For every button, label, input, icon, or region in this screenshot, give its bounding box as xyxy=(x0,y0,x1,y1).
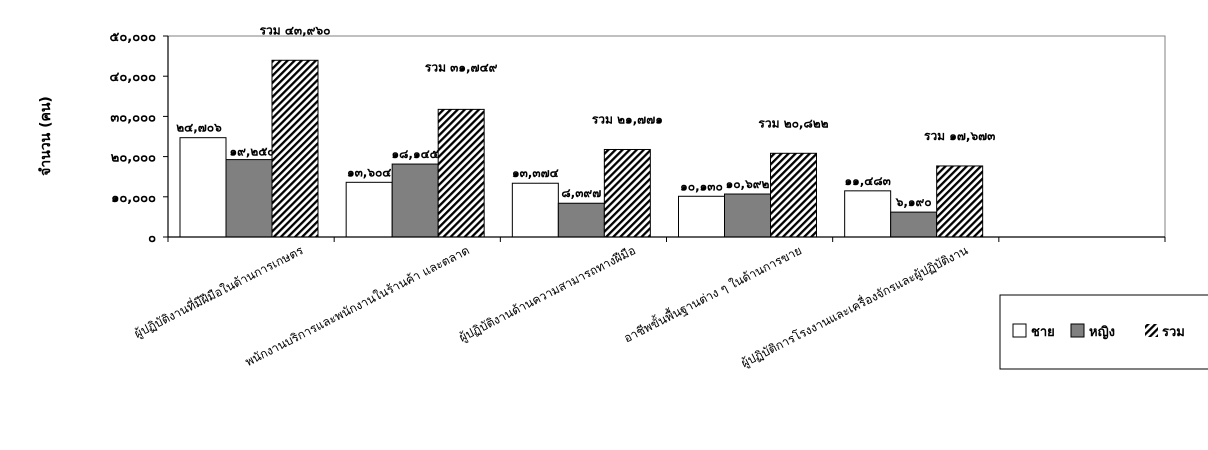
bar-total-1 xyxy=(437,108,485,238)
data-label-female-0: ๑๙,๒๕๔ xyxy=(229,145,276,159)
legend-label-female: หญิง xyxy=(1089,325,1115,340)
bar-male-4 xyxy=(844,190,892,238)
category-label-0: ผู้ปฏิบัติงานที่มีฝีมือในด้านการเกษตร xyxy=(131,241,306,342)
legend-swatch-total xyxy=(1145,324,1158,337)
y-tick-label-1: ๑๐,๐๐๐ xyxy=(111,191,156,206)
y-tick-label-4: ๔๐,๐๐๐ xyxy=(109,70,156,85)
data-label-male-0: ๒๔,๗๐๖ xyxy=(176,121,222,135)
y-axis-label: จำนวน (คน) xyxy=(38,96,54,176)
data-label-total-3: รวม ๒๐,๘๒๒ xyxy=(758,116,828,130)
data-label-male-4: ๑๑,๔๘๓ xyxy=(844,174,890,188)
bar-female-3 xyxy=(724,193,771,238)
bar-female-0 xyxy=(225,159,273,238)
data-label-total-1: รวม ๓๑,๗๔๙ xyxy=(425,60,498,74)
bar-male-0 xyxy=(179,137,227,238)
bar-female-1 xyxy=(391,163,439,238)
bar-total-0 xyxy=(271,59,319,238)
legend-label-total: รวม xyxy=(1162,325,1185,340)
bar-male-3 xyxy=(678,195,725,238)
y-tick-label-0: ๐ xyxy=(148,231,156,246)
bar-total-3 xyxy=(770,152,817,238)
legend-label-male: ชาย xyxy=(1031,325,1055,340)
y-tick-label-3: ๓๐,๐๐๐ xyxy=(110,110,156,125)
data-label-male-3: ๑๐,๑๓๐ xyxy=(680,179,723,193)
bar-total-4 xyxy=(936,165,984,238)
bar-male-1 xyxy=(345,181,393,238)
bar-male-2 xyxy=(511,182,559,238)
legend-swatch-female xyxy=(1070,323,1085,338)
legend-swatch-male xyxy=(1012,323,1027,338)
data-label-female-3: ๑๐,๖๙๒ xyxy=(726,177,770,191)
data-label-female-4: ๖,๑๙๐ xyxy=(895,195,932,209)
plot-area xyxy=(167,35,1166,238)
data-label-total-4: รวม ๑๗,๖๗๓ xyxy=(924,129,995,143)
data-label-male-2: ๑๓,๓๗๔ xyxy=(512,166,559,180)
y-tick-label-5: ๕๐,๐๐๐ xyxy=(109,30,156,45)
data-label-female-2: ๘,๓๙๗ xyxy=(561,186,601,200)
data-label-male-1: ๑๓,๖๐๔ xyxy=(347,165,391,179)
category-label-2: ผู้ปฏิบัติงานด้านความสามารถทางฝีมือ xyxy=(457,243,639,345)
data-label-total-2: รวม ๒๑,๗๗๑ xyxy=(592,112,663,126)
legend: ชาย หญิง รวม xyxy=(999,294,1208,370)
category-label-3: อาชีพขั้นพื้นฐานต่าง ๆ ในด้านการขาย xyxy=(621,241,804,345)
bar-female-2 xyxy=(557,202,605,238)
bar-total-2 xyxy=(603,148,651,238)
bar-female-4 xyxy=(890,211,938,238)
data-label-female-1: ๑๘,๑๔๕ xyxy=(392,147,439,161)
data-label-total-0: รวม ๔๓,๙๖๐ xyxy=(260,23,331,37)
y-tick-label-2: ๒๐,๐๐๐ xyxy=(111,151,156,166)
